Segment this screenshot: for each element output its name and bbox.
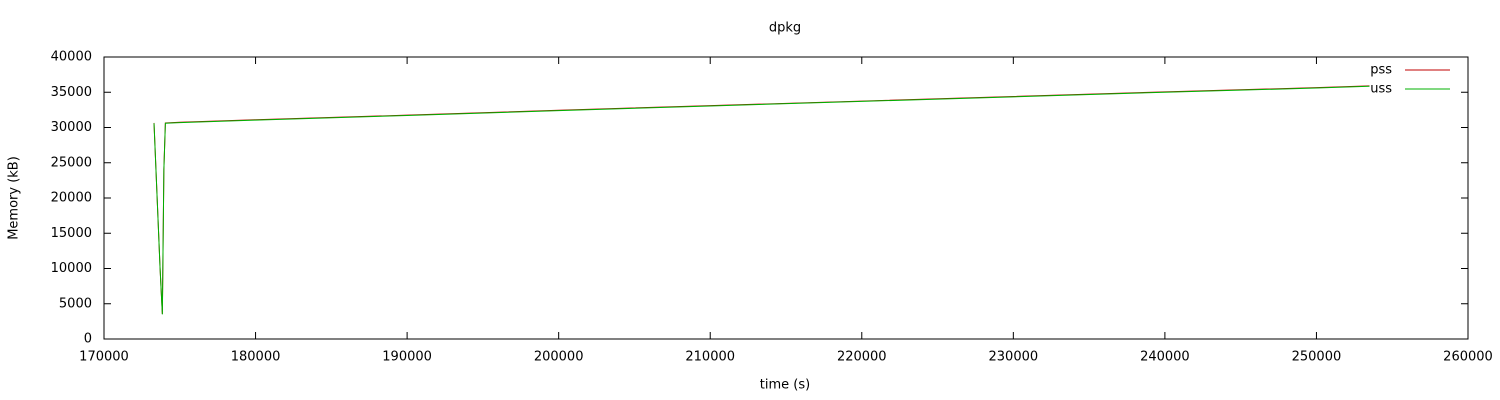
legend-label: uss	[1370, 82, 1392, 97]
x-tick-label: 230000	[989, 350, 1039, 365]
y-tick-label: 35000	[51, 85, 92, 100]
series-line	[153, 85, 1370, 315]
y-tick-label: 0	[84, 332, 92, 347]
legend-label: pss	[1370, 63, 1392, 78]
x-tick-label: 250000	[1292, 350, 1342, 365]
y-tick-label: 40000	[51, 50, 92, 65]
x-tick-label: 170000	[79, 350, 129, 365]
y-tick-label: 25000	[51, 155, 92, 170]
y-tick-label: 5000	[59, 296, 92, 311]
y-tick-label: 20000	[51, 191, 92, 206]
x-tick-label: 210000	[685, 350, 735, 365]
x-tick-label: 220000	[837, 350, 887, 365]
x-tick-label: 200000	[534, 350, 584, 365]
y-tick-label: 10000	[51, 261, 92, 276]
x-axis-label: time (s)	[760, 378, 810, 393]
x-tick-label: 240000	[1140, 350, 1190, 365]
x-tick-label: 260000	[1443, 350, 1493, 365]
x-tick-label: 190000	[382, 350, 432, 365]
plot-frame	[103, 56, 1469, 340]
chart-title: dpkg	[769, 21, 801, 36]
series-line	[153, 85, 1370, 314]
y-tick-label: 15000	[51, 226, 92, 241]
x-tick-label: 180000	[231, 350, 281, 365]
y-axis-label: Memory (kB)	[7, 156, 22, 240]
y-tick-label: 30000	[51, 120, 92, 135]
